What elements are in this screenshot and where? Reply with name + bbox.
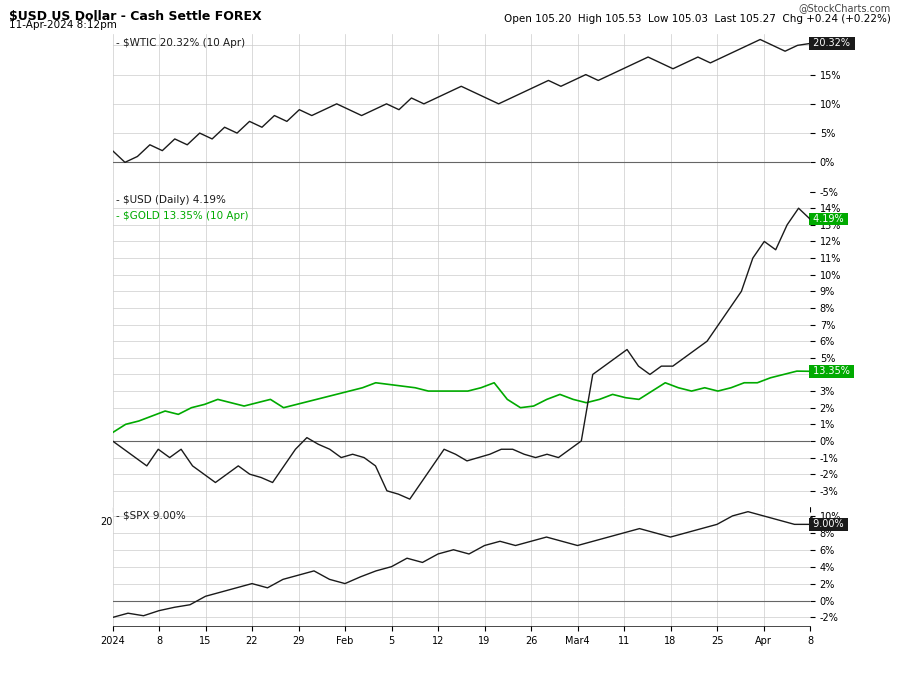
Text: $USD US Dollar - Cash Settle FOREX: $USD US Dollar - Cash Settle FOREX: [9, 10, 262, 23]
Text: - $SPX 9.00%: - $SPX 9.00%: [116, 511, 185, 521]
Text: - $USD (Daily) 4.19%: - $USD (Daily) 4.19%: [116, 194, 226, 205]
Text: Open 105.20  High 105.53  Low 105.03  Last 105.27  Chg +0.24 (+0.22%): Open 105.20 High 105.53 Low 105.03 Last …: [504, 13, 891, 24]
Text: 4.19%: 4.19%: [810, 214, 847, 224]
Text: 9.00%: 9.00%: [810, 520, 847, 530]
Text: 11-Apr-2024 8:12pm: 11-Apr-2024 8:12pm: [9, 20, 117, 30]
Text: @StockCharts.com: @StockCharts.com: [799, 3, 891, 13]
Text: 13.35%: 13.35%: [810, 366, 853, 376]
Text: - $WTIC 20.32% (10 Apr): - $WTIC 20.32% (10 Apr): [116, 38, 245, 48]
Text: - $GOLD 13.35% (10 Apr): - $GOLD 13.35% (10 Apr): [116, 211, 248, 221]
Text: 20.32%: 20.32%: [810, 38, 853, 48]
